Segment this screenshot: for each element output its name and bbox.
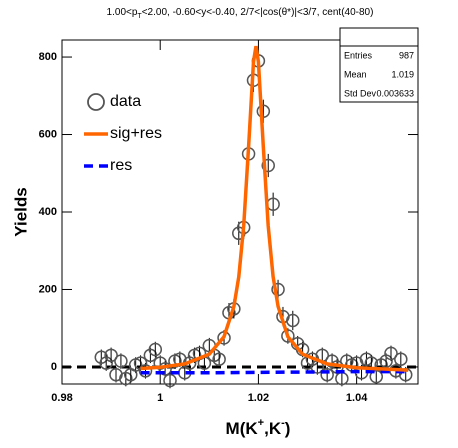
data-point <box>104 348 118 363</box>
stats-key: Entries <box>344 50 373 60</box>
y-tick-label: 200 <box>39 283 57 295</box>
title-sub: T <box>137 13 142 20</box>
y-tick-label: 600 <box>39 128 57 140</box>
data-point <box>212 352 226 366</box>
label-part: M(K <box>226 419 259 438</box>
y-tick-label: 400 <box>39 206 57 218</box>
data-point <box>394 352 408 366</box>
x-tick-label: 0.98 <box>51 392 72 404</box>
x-tick-label: 1.04 <box>346 392 368 404</box>
data-point <box>163 373 177 388</box>
label-sup: + <box>258 417 264 429</box>
title-part: 1.00<p <box>107 7 138 18</box>
curve <box>140 45 409 372</box>
data-point <box>384 346 398 361</box>
legend-label: data <box>110 93 141 110</box>
legend-label: res <box>110 157 132 174</box>
label-sup: - <box>281 417 285 429</box>
data-point <box>286 313 300 328</box>
chart-title: 1.00<pT<2.00, -0.60<y<-0.40, 2/7<|cos(θ*… <box>107 7 374 20</box>
y-tick-label: 800 <box>39 51 57 63</box>
data-point <box>271 282 285 297</box>
data-point <box>369 369 384 384</box>
label-part: ,K <box>264 419 282 438</box>
data-point <box>133 356 148 370</box>
y-tick-label: 0 <box>51 361 57 373</box>
legend-label: sig+res <box>110 125 162 142</box>
data-point <box>138 364 153 378</box>
stats-key: Std Dev <box>344 88 377 98</box>
x-tick-label: 1 <box>157 392 163 404</box>
stats-value: 987 <box>399 50 414 60</box>
data-point <box>281 329 295 343</box>
data-point <box>320 367 334 382</box>
label-part: ) <box>285 419 291 438</box>
legend-symbol <box>87 93 105 111</box>
curve <box>140 369 409 375</box>
x-tick-label: 1.02 <box>248 392 269 404</box>
stats-value: 0.003633 <box>376 88 414 98</box>
data-point <box>261 158 275 173</box>
title-part: <2.00, -0.60<y<-0.40, 2/7<|cos(θ*)|<3/7,… <box>142 7 374 18</box>
data-point <box>148 342 163 357</box>
stats-value: 1.019 <box>391 69 414 79</box>
x-axis-label: M(K+,K-) <box>226 417 291 439</box>
stats-box <box>339 27 419 103</box>
stats-key: Mean <box>344 69 367 79</box>
data-point <box>114 354 128 368</box>
data-point <box>99 356 113 370</box>
y-axis-label: Yields <box>11 187 30 236</box>
data-point <box>379 354 393 368</box>
